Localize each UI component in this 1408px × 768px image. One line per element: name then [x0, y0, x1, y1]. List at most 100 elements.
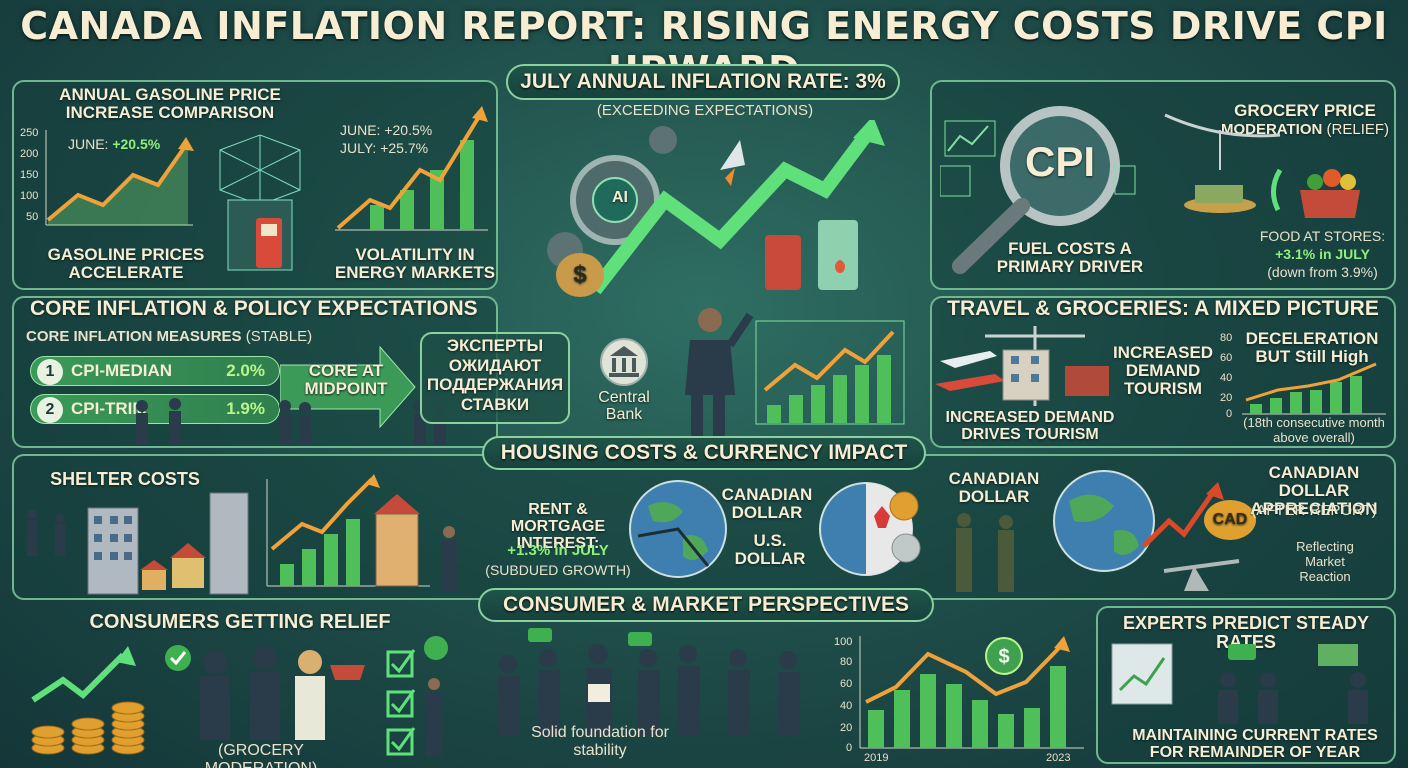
travel-tick: 0	[1226, 408, 1233, 420]
grocery-heading-2: MODERATION (RELIEF)	[1220, 122, 1390, 138]
soldiers-figure	[956, 513, 1014, 592]
cpi-trim-name: CPI-TRIM	[71, 399, 147, 418]
dollar-bag-icon: $	[573, 261, 587, 288]
core-midpoint: CORE AT MIDPOINT	[304, 361, 388, 398]
gasoline-tick: 150	[20, 169, 39, 181]
core-measures-label: CORE INFLATION MEASURES	[26, 328, 242, 345]
cpi-median-name: CPI-MEDIAN	[71, 361, 173, 380]
after-report-note: (AFTER REPORT)	[1251, 502, 1377, 519]
experts-ru-text: ЭКСПЕРТЫ ОЖИДАЮТ ПОДДЕРЖАНИЯ СТАВКИ	[426, 336, 564, 414]
scale-basket-icon	[1164, 113, 1360, 218]
gasoline-june: JUNE: +20.5%	[68, 136, 160, 152]
cpi-badge: CPI	[1024, 138, 1095, 185]
chart-tick: 100	[834, 636, 853, 648]
cpi-trim-value: 1.9%	[226, 399, 265, 418]
chart-tick: 0	[846, 742, 853, 754]
gas-station-icon	[219, 134, 301, 271]
rent-note: (SUBDUED GROWTH)	[485, 562, 631, 578]
celebrating-crowd-figure	[498, 628, 800, 736]
gasoline-tick: 200	[20, 148, 39, 160]
increased-demand-tourism: INCREASED DEMAND TOURISM	[1112, 343, 1214, 398]
grocery-heading: GROCERY PRICE	[1234, 101, 1376, 120]
cpi-trim-row: 2 CPI-TRIM 1.9%	[30, 394, 280, 424]
midpoint-arrow-icon	[280, 345, 416, 429]
volatility-chart	[335, 106, 488, 231]
travel-caption: INCREASED DEMAND DRIVES TOURISM	[945, 409, 1115, 443]
shelter-label: SHELTER COSTS	[50, 469, 200, 489]
july-inflation-banner: JULY ANNUAL INFLATION RATE: 3%	[506, 64, 900, 100]
inflation-arrow-illustration	[547, 120, 885, 297]
split-globe-dollar-icon	[819, 482, 921, 576]
maintaining-rates: MAINTAINING CURRENT RATES FOR REMAINDER …	[1132, 727, 1378, 761]
gasoline-caption: GASOLINE PRICES ACCELERATE	[47, 245, 205, 282]
gasoline-june-value: +20.5%	[112, 136, 161, 152]
chart-tick: 40	[840, 700, 853, 712]
cpi-caption: FUEL COSTS A PRIMARY DRIVER	[996, 239, 1144, 276]
presenter-figure	[685, 308, 754, 437]
core-measures: CORE INFLATION MEASURES (STABLE)	[26, 328, 312, 345]
travel-tick: 60	[1220, 352, 1233, 364]
housing-cad-label: CANADIAN DOLLAR	[721, 485, 813, 522]
grocery-food-value: +3.1% in JULY	[1275, 246, 1370, 262]
checklist-icon	[386, 636, 448, 756]
travel-tick: 40	[1220, 372, 1233, 384]
core-banner: CORE INFLATION & POLICY EXPECTATIONS	[30, 297, 478, 320]
volatility-caption: VOLATILITY IN ENERGY MARKETS	[334, 245, 496, 282]
cpi-trim-number: 2	[37, 397, 63, 423]
rent-value: +1.3% in JULY	[507, 542, 609, 559]
housing-banner: HOUSING COSTS & CURRENCY IMPACT	[482, 436, 926, 470]
gasoline-heading: ANNUAL GASOLINE PRICE INCREASE COMPARISO…	[59, 85, 281, 122]
grocery-food-note: (down from 3.9%)	[1267, 264, 1378, 280]
grocery-moderation-note: (GROCERY MODERATION)	[205, 742, 318, 768]
shelter-buildings-icon	[27, 492, 249, 595]
foundation-note: Solid foundation for stability	[531, 724, 669, 760]
travel-tick: 20	[1220, 392, 1233, 404]
chart-tick: 60	[840, 678, 853, 690]
gasoline-june-label: JUNE:	[68, 136, 109, 152]
coins-growth-icon	[31, 646, 145, 755]
gasoline-tick: 250	[20, 127, 39, 139]
experts-ru-box	[420, 332, 570, 424]
deceleration-label: DECELERATION BUT Still High	[1245, 329, 1379, 366]
magnifier-icon	[940, 106, 1136, 274]
central-bank-label: Central Bank	[598, 389, 650, 423]
housing-usd-label: U.S. DOLLAR	[734, 531, 806, 568]
gasoline-tick: 50	[26, 211, 39, 223]
currency-globe-scale-icon	[1053, 470, 1240, 591]
core-growth-chart	[755, 320, 905, 425]
cad-appreciation: CANADIAN DOLLAR APPRECIATION	[1250, 463, 1378, 518]
gasoline-tick: 100	[20, 190, 39, 202]
experts-meeting-icon	[1111, 643, 1368, 724]
volatility-july: JULY: +25.7%	[340, 140, 429, 156]
cpi-median-number: 1	[37, 359, 63, 385]
volatility-june: JUNE: +20.5%	[340, 122, 433, 138]
canadian-dollar-label: CANADIAN DOLLAR	[948, 469, 1040, 506]
people-group-icon	[136, 398, 446, 445]
grocery-moderation: MODERATION	[1220, 121, 1323, 138]
travel-banner: TRAVEL & GROCERIES: A MIXED PICTURE	[947, 297, 1379, 320]
travel-chart	[1242, 362, 1386, 415]
globe-icon	[629, 480, 727, 578]
travel-note: (18th consecutive month above overall)	[1243, 415, 1385, 445]
gasoline-chart-left	[45, 130, 194, 226]
svg-text:$: $	[998, 646, 1009, 668]
shelter-chart	[266, 474, 430, 587]
chart-tick: 80	[840, 656, 853, 668]
chart-x-end: 2023	[1046, 752, 1071, 764]
cpi-median-value: 2.0%	[226, 361, 265, 380]
cad-coin: CAD	[1204, 500, 1256, 540]
chart-tick: 20	[840, 722, 853, 734]
ai-chip-label: AI	[612, 189, 628, 206]
grocery-food-line: FOOD AT STORES:	[1259, 228, 1386, 244]
central-bank-icon	[600, 338, 648, 386]
consumers-relief: CONSUMERS GETTING RELIEF	[89, 611, 391, 633]
reflecting-note: Reflecting Market Reaction	[1296, 539, 1354, 584]
travel-tick: 80	[1220, 332, 1233, 344]
grocery-relief: (RELIEF)	[1326, 121, 1390, 138]
speaker-figure	[441, 526, 457, 592]
market-perspective-chart: $	[859, 636, 1084, 749]
consumer-banner: CONSUMER & MARKET PERSPECTIVES	[478, 588, 934, 622]
rent-label: RENT & MORTGAGE INTEREST:	[510, 501, 606, 552]
chart-x-start: 2019	[864, 752, 889, 764]
cpi-median-row: 1 CPI-MEDIAN 2.0%	[30, 356, 280, 386]
